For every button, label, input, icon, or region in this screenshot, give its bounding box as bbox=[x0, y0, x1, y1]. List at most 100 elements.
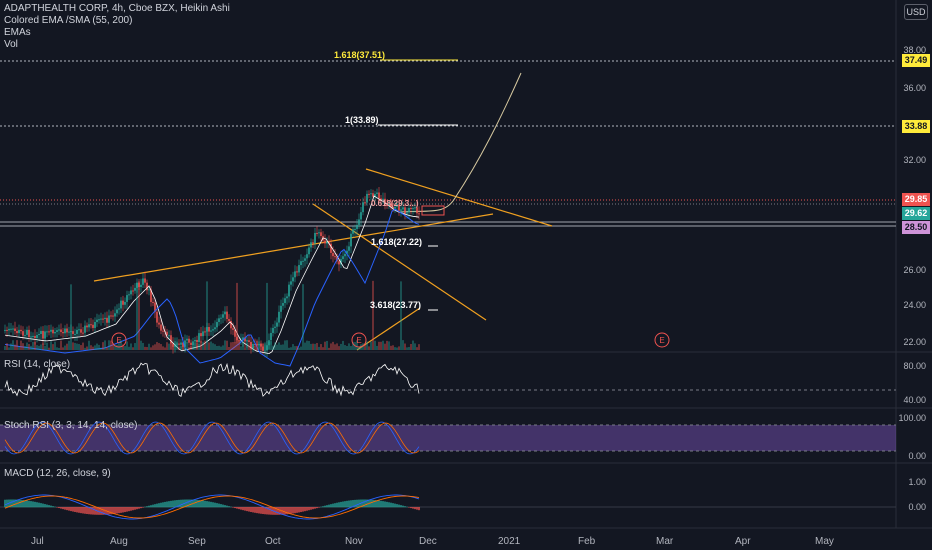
candle-body bbox=[80, 329, 82, 333]
candle-body bbox=[338, 261, 340, 265]
candle-body bbox=[390, 204, 392, 207]
volume-bar bbox=[412, 340, 414, 350]
macd-hist-bar bbox=[180, 499, 182, 508]
svg-text:E: E bbox=[659, 336, 664, 345]
price-tag-2850: 28.50 bbox=[902, 221, 930, 234]
macd-pane bbox=[0, 494, 896, 520]
time-axis-label: Oct bbox=[265, 536, 281, 547]
time-axis-label: Feb bbox=[578, 536, 596, 547]
volume-bar bbox=[296, 346, 298, 350]
volume-bar bbox=[86, 346, 88, 350]
volume-bar bbox=[80, 345, 82, 350]
volume-bar bbox=[134, 343, 136, 350]
stoch-title[interactable]: Stoch RSI (3, 3, 14, 14, close) bbox=[4, 420, 138, 431]
currency-button[interactable]: USD bbox=[904, 4, 928, 20]
volume-bar bbox=[50, 341, 52, 350]
macd-hist-bar bbox=[406, 506, 408, 508]
price-axis-label: 26.00 bbox=[903, 265, 926, 275]
macd-hist-bar bbox=[396, 504, 398, 508]
volume-bar bbox=[188, 346, 190, 350]
candle-body bbox=[386, 204, 388, 206]
volume-bar bbox=[180, 346, 182, 350]
macd-hist-bar bbox=[84, 507, 86, 514]
candle-body bbox=[402, 207, 404, 210]
macd-hist-bar bbox=[338, 502, 340, 508]
candle-body bbox=[276, 322, 278, 327]
candle-body bbox=[110, 315, 112, 317]
macd-hist-bar bbox=[6, 499, 8, 508]
volume-bar bbox=[156, 342, 158, 350]
candle-body bbox=[234, 329, 236, 337]
volume-bar bbox=[26, 342, 28, 350]
volume-bar bbox=[244, 347, 246, 350]
volume-bar bbox=[270, 341, 272, 350]
indicator-emas[interactable]: EMAs bbox=[4, 27, 31, 38]
candle-body bbox=[154, 302, 156, 312]
macd-hist-bar bbox=[372, 499, 374, 508]
macd-hist-bar bbox=[68, 507, 70, 511]
volume-bar bbox=[262, 343, 264, 350]
trendline-channel-lower bbox=[312, 203, 487, 321]
earnings-marker-3[interactable]: E bbox=[654, 332, 670, 348]
volume-bar bbox=[16, 340, 18, 350]
time-axis-label: Aug bbox=[110, 536, 128, 547]
macd-hist-bar bbox=[86, 507, 88, 515]
indicator-ema-sma[interactable]: Colored EMA /SMA (55, 200) bbox=[4, 15, 133, 26]
volume-bar bbox=[168, 343, 170, 350]
stoch-d-line bbox=[4, 422, 420, 454]
volume-bar bbox=[84, 347, 86, 350]
volume-bar bbox=[398, 346, 400, 350]
candle-body bbox=[274, 326, 276, 328]
candle-body bbox=[68, 331, 70, 333]
candle-body bbox=[52, 329, 54, 334]
candle-body bbox=[280, 305, 282, 312]
candle-body bbox=[78, 329, 80, 331]
volume-bar bbox=[100, 347, 102, 350]
volume-bar bbox=[260, 342, 262, 350]
candle-body bbox=[106, 317, 108, 323]
candle-body bbox=[156, 311, 158, 323]
volume-bar bbox=[184, 344, 186, 350]
macd-hist-bar bbox=[110, 507, 112, 515]
volume-bar bbox=[18, 346, 20, 350]
candle-body bbox=[334, 256, 336, 258]
macd-hist-bar bbox=[214, 502, 216, 508]
volume-bar bbox=[350, 346, 352, 350]
volume-bar bbox=[136, 282, 138, 350]
macd-hist-bar bbox=[194, 499, 196, 508]
macd-hist-bar bbox=[266, 507, 268, 515]
indicator-vol[interactable]: Vol bbox=[4, 39, 18, 50]
candle-body bbox=[62, 331, 64, 334]
macd-hist-bar bbox=[274, 507, 276, 515]
candle-body bbox=[316, 232, 318, 234]
macd-title[interactable]: MACD (12, 26, close, 9) bbox=[4, 468, 111, 479]
macd-hist-bar bbox=[130, 507, 132, 511]
earnings-marker-1[interactable]: E bbox=[111, 332, 127, 348]
volume-bar bbox=[228, 347, 230, 350]
candle-body bbox=[248, 340, 250, 342]
rsi-axis-label: 40.00 bbox=[903, 395, 926, 405]
macd-hist-bar bbox=[292, 507, 294, 514]
volume-bar bbox=[88, 340, 90, 350]
macd-hist-bar bbox=[298, 507, 300, 513]
volume-bar bbox=[140, 340, 142, 350]
rsi-title[interactable]: RSI (14, close) bbox=[4, 359, 71, 370]
macd-hist-bar bbox=[262, 507, 264, 515]
candle-body bbox=[320, 232, 322, 237]
macd-hist-bar bbox=[224, 505, 226, 508]
volume-bar bbox=[192, 344, 194, 350]
candle-body bbox=[378, 192, 380, 199]
macd-hist-bar bbox=[190, 499, 192, 508]
symbol-title[interactable]: ADAPTHEALTH CORP, 4h, Cboe BZX, Heikin A… bbox=[4, 3, 230, 14]
macd-hist-bar bbox=[370, 499, 372, 508]
macd-hist-bar bbox=[28, 500, 30, 508]
volume-bar bbox=[76, 343, 78, 350]
volume-bar bbox=[160, 344, 162, 350]
volume-bar bbox=[326, 340, 328, 350]
macd-hist-bar bbox=[188, 499, 190, 508]
volume-bar bbox=[308, 341, 310, 350]
volume-bar bbox=[40, 344, 42, 350]
volume-bar bbox=[4, 346, 6, 350]
earnings-marker-2[interactable]: E bbox=[351, 332, 367, 348]
